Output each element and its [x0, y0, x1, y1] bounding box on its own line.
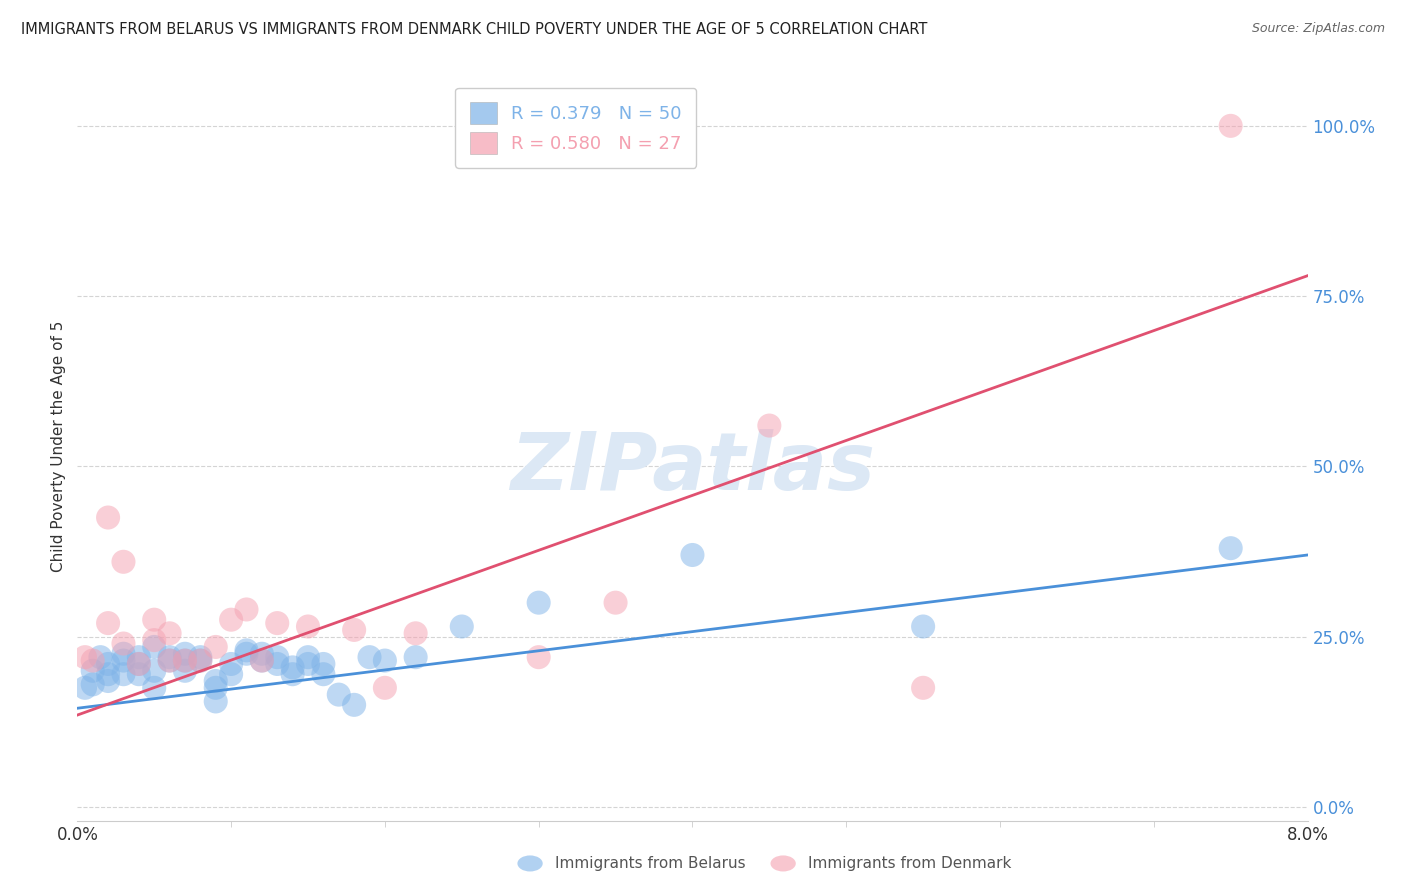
Point	[73, 650, 96, 665]
Text: ZIPatlas: ZIPatlas	[510, 429, 875, 508]
Point	[143, 664, 166, 678]
Point	[758, 418, 780, 433]
Point	[159, 654, 181, 668]
Point	[128, 650, 150, 665]
Point	[159, 626, 181, 640]
Point	[312, 657, 335, 671]
Point	[405, 650, 427, 665]
Point	[128, 657, 150, 671]
Point	[82, 677, 104, 691]
Point	[266, 657, 288, 671]
Point	[297, 619, 319, 633]
Point	[128, 667, 150, 681]
Point	[143, 640, 166, 654]
Point	[143, 633, 166, 648]
Y-axis label: Child Poverty Under the Age of 5: Child Poverty Under the Age of 5	[51, 320, 66, 572]
Text: Immigrants from Denmark: Immigrants from Denmark	[808, 856, 1012, 871]
Point	[450, 619, 472, 633]
Point	[266, 650, 288, 665]
Point	[188, 654, 212, 668]
Point	[235, 643, 257, 657]
Point	[219, 613, 242, 627]
Point	[82, 654, 104, 668]
Point	[97, 510, 120, 524]
Point	[312, 667, 335, 681]
Point	[281, 667, 304, 681]
Point	[328, 688, 350, 702]
Point	[174, 664, 197, 678]
Point	[682, 548, 704, 562]
Point	[112, 636, 135, 650]
Point	[250, 654, 273, 668]
Point	[281, 660, 304, 674]
Point	[204, 694, 226, 708]
Point	[204, 673, 226, 688]
Point	[174, 647, 197, 661]
Point	[359, 650, 381, 665]
Point	[235, 647, 257, 661]
Point	[97, 657, 120, 671]
Point	[527, 650, 550, 665]
Point	[343, 623, 366, 637]
Point	[912, 619, 935, 633]
Point	[250, 654, 273, 668]
Point	[159, 654, 181, 668]
Point	[1219, 119, 1241, 133]
Point	[266, 616, 288, 631]
Point	[128, 657, 150, 671]
Point	[159, 650, 181, 665]
Point	[204, 640, 226, 654]
Point	[527, 596, 550, 610]
Point	[112, 647, 135, 661]
Point	[343, 698, 366, 712]
Point	[235, 602, 257, 616]
Point	[89, 650, 111, 665]
Point	[97, 667, 120, 681]
Point	[73, 681, 96, 695]
Point	[405, 626, 427, 640]
Point	[174, 654, 197, 668]
Point	[97, 616, 120, 631]
Point	[374, 681, 396, 695]
Point	[219, 657, 242, 671]
Point	[297, 657, 319, 671]
Point	[143, 613, 166, 627]
Point	[174, 654, 197, 668]
Point	[188, 654, 212, 668]
Text: Source: ZipAtlas.com: Source: ZipAtlas.com	[1251, 22, 1385, 36]
Point	[219, 667, 242, 681]
Text: Immigrants from Belarus: Immigrants from Belarus	[555, 856, 747, 871]
Point	[1219, 541, 1241, 556]
Point	[204, 681, 226, 695]
Point	[188, 650, 212, 665]
Point	[112, 555, 135, 569]
Point	[250, 647, 273, 661]
Point	[605, 596, 627, 610]
Text: IMMIGRANTS FROM BELARUS VS IMMIGRANTS FROM DENMARK CHILD POVERTY UNDER THE AGE O: IMMIGRANTS FROM BELARUS VS IMMIGRANTS FR…	[21, 22, 928, 37]
Point	[112, 667, 135, 681]
Point	[97, 673, 120, 688]
Point	[297, 650, 319, 665]
Legend: R = 0.379   N = 50, R = 0.580   N = 27: R = 0.379 N = 50, R = 0.580 N = 27	[456, 88, 696, 168]
Point	[912, 681, 935, 695]
Point	[143, 681, 166, 695]
Point	[374, 654, 396, 668]
Point	[112, 654, 135, 668]
Point	[82, 664, 104, 678]
